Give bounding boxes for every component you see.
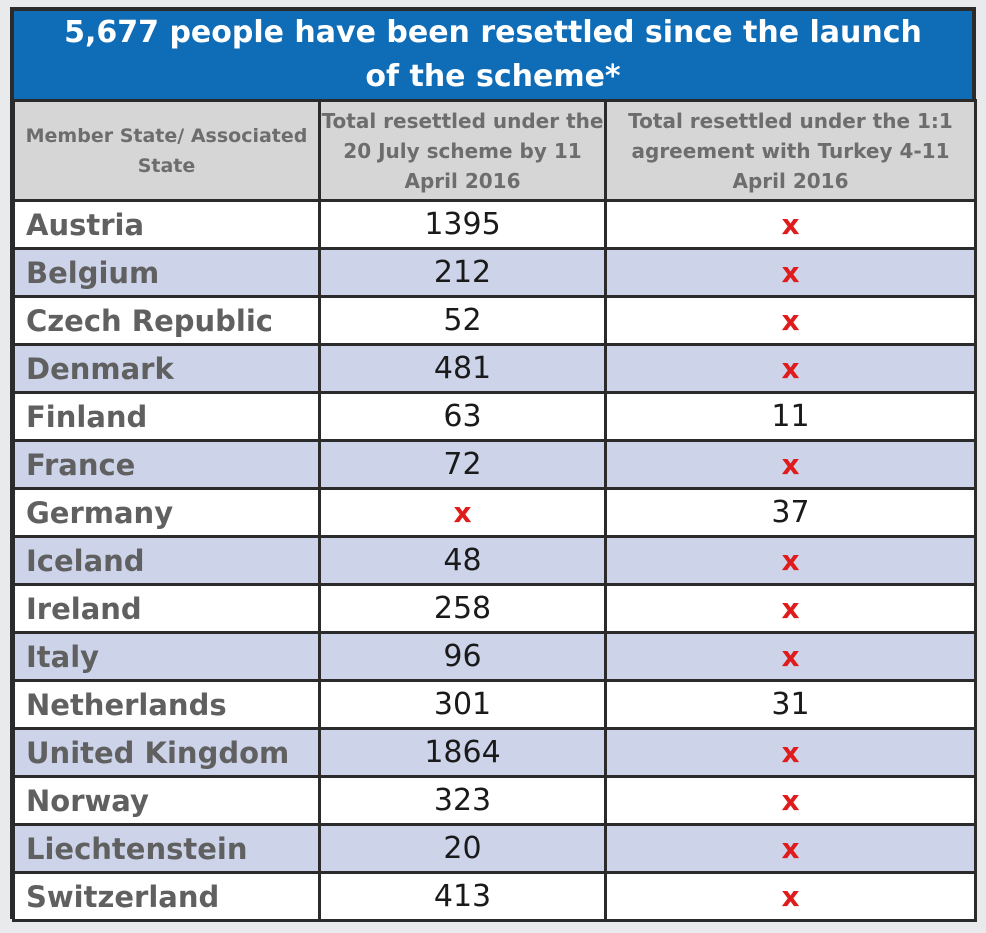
turkey-agreement-cell: x — [604, 583, 977, 634]
not-applicable-x-icon: x — [781, 592, 800, 625]
turkey-agreement-cell: 31 — [604, 679, 977, 730]
july-scheme-cell: 1395 — [318, 199, 607, 250]
july-scheme-cell: 20 — [318, 823, 607, 874]
not-applicable-x-icon: x — [781, 544, 800, 577]
not-applicable-x-icon: x — [781, 256, 800, 289]
july-scheme-cell: x — [318, 487, 607, 538]
member-state-cell: United Kingdom — [12, 727, 321, 778]
not-applicable-x-icon: x — [781, 640, 800, 673]
july-scheme-cell: 48 — [318, 535, 607, 586]
table-row: Iceland 48 x — [12, 535, 977, 586]
member-state-cell: Austria — [12, 199, 321, 250]
header-member-state: Member State/ Associated State — [12, 99, 321, 202]
resettled-count: 301 — [433, 687, 492, 722]
july-scheme-cell: 72 — [318, 439, 607, 490]
member-state-cell: Germany — [12, 487, 321, 538]
table-row: Netherlands 301 31 — [12, 679, 977, 730]
turkey-agreement-cell: x — [604, 775, 977, 826]
not-applicable-x-icon: x — [781, 784, 800, 817]
resettled-count: 11 — [771, 399, 810, 434]
july-scheme-cell: 52 — [318, 295, 607, 346]
table-row: Ireland 258 x — [12, 583, 977, 634]
member-state-cell: France — [12, 439, 321, 490]
not-applicable-x-icon: x — [781, 352, 800, 385]
table-row: Switzerland 413 x — [12, 871, 977, 922]
resettled-count: 1395 — [424, 207, 501, 242]
turkey-agreement-cell: x — [604, 823, 977, 874]
resettled-count: 48 — [443, 543, 482, 578]
turkey-agreement-cell: x — [604, 439, 977, 490]
july-scheme-cell: 212 — [318, 247, 607, 298]
member-state-cell: Iceland — [12, 535, 321, 586]
resettled-count: 212 — [433, 255, 492, 290]
member-state-cell: Norway — [12, 775, 321, 826]
table-row: Norway 323 x — [12, 775, 977, 826]
resettled-count: 1864 — [424, 735, 501, 770]
member-state-cell: Liechtenstein — [12, 823, 321, 874]
turkey-agreement-cell: x — [604, 295, 977, 346]
july-scheme-cell: 63 — [318, 391, 607, 442]
table-row: United Kingdom 1864 x — [12, 727, 977, 778]
table-row: Czech Republic 52 x — [12, 295, 977, 346]
resettlement-table-frame: 5,677 people have been resettled since t… — [10, 7, 977, 922]
not-applicable-x-icon: x — [781, 304, 800, 337]
member-state-cell: Ireland — [12, 583, 321, 634]
turkey-agreement-cell: x — [604, 535, 977, 586]
table-row: Belgium 212 x — [12, 247, 977, 298]
july-scheme-cell: 481 — [318, 343, 607, 394]
resettled-count: 20 — [443, 831, 482, 866]
table-row: France 72 x — [12, 439, 977, 490]
member-state-cell: Denmark — [12, 343, 321, 394]
resettled-count: 258 — [433, 591, 492, 626]
resettled-count: 52 — [443, 303, 482, 338]
july-scheme-cell: 1864 — [318, 727, 607, 778]
table-row: Liechtenstein 20 x — [12, 823, 977, 874]
turkey-agreement-cell: x — [604, 199, 977, 250]
july-scheme-cell: 258 — [318, 583, 607, 634]
table-row: Denmark 481 x — [12, 343, 977, 394]
member-state-cell: Netherlands — [12, 679, 321, 730]
resettled-count: 481 — [433, 351, 492, 386]
member-state-cell: Switzerland — [12, 871, 321, 922]
resettled-count: 413 — [433, 879, 492, 914]
not-applicable-x-icon: x — [781, 736, 800, 769]
resettled-count: 72 — [443, 447, 482, 482]
resettlement-table: Member State/ Associated State Total res… — [12, 99, 977, 922]
member-state-cell: Finland — [12, 391, 321, 442]
member-state-cell: Italy — [12, 631, 321, 682]
table-row: Germany x 37 — [12, 487, 977, 538]
not-applicable-x-icon: x — [781, 880, 800, 913]
turkey-agreement-cell: x — [604, 247, 977, 298]
not-applicable-x-icon: x — [781, 208, 800, 241]
resettled-count: 96 — [443, 639, 482, 674]
table-row: Italy 96 x — [12, 631, 977, 682]
not-applicable-x-icon: x — [453, 496, 472, 529]
resettled-count: 323 — [433, 783, 492, 818]
july-scheme-cell: 301 — [318, 679, 607, 730]
july-scheme-cell: 96 — [318, 631, 607, 682]
turkey-agreement-cell: 11 — [604, 391, 977, 442]
header-row: Member State/ Associated State Total res… — [12, 99, 977, 202]
header-turkey-agreement: Total resettled under the 1:1 agreement … — [604, 99, 977, 202]
turkey-agreement-cell: x — [604, 727, 977, 778]
turkey-agreement-cell: x — [604, 631, 977, 682]
member-state-cell: Czech Republic — [12, 295, 321, 346]
not-applicable-x-icon: x — [781, 448, 800, 481]
july-scheme-cell: 413 — [318, 871, 607, 922]
table-title: 5,677 people have been resettled since t… — [14, 11, 972, 99]
resettled-count: 63 — [443, 399, 482, 434]
header-july-scheme: Total resettled under the 20 July scheme… — [318, 99, 607, 202]
turkey-agreement-cell: 37 — [604, 487, 977, 538]
not-applicable-x-icon: x — [781, 832, 800, 865]
member-state-cell: Belgium — [12, 247, 321, 298]
table-row: Finland 63 11 — [12, 391, 977, 442]
resettled-count: 31 — [771, 687, 810, 722]
resettled-count: 37 — [771, 495, 810, 530]
table-row: Austria 1395 x — [12, 199, 977, 250]
turkey-agreement-cell: x — [604, 343, 977, 394]
july-scheme-cell: 323 — [318, 775, 607, 826]
turkey-agreement-cell: x — [604, 871, 977, 922]
table-body: Austria 1395 x Belgium 212 x Czech Republic 52 x… — [12, 199, 977, 922]
